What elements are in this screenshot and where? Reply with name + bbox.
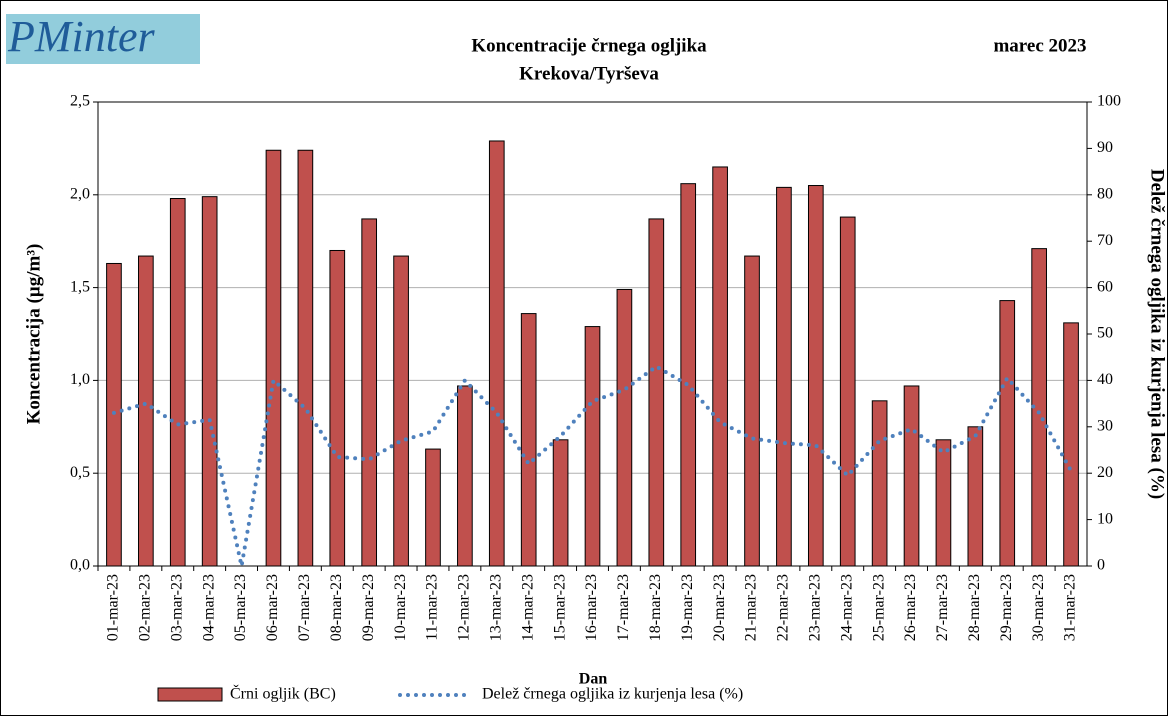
bar [680,183,697,567]
bar [552,439,569,567]
bar [265,149,282,567]
bar [169,198,186,567]
y2-tick-label: 10 [1097,510,1113,527]
y2-tick-label: 60 [1097,278,1113,295]
y-tick-label: 1,0 [70,371,90,388]
y2-tick-label: 20 [1097,464,1113,481]
bar [712,166,728,567]
bar [903,385,920,567]
x-tick-label: 07-mar-23 [296,574,313,641]
line [111,364,1074,567]
x-tick-label: 14-mar-23 [519,574,536,641]
x-tick-label: 11-mar-23 [424,574,441,641]
bar [776,186,792,567]
logo-box [6,14,200,64]
x-axis-label: Dan [579,671,608,688]
y2-tick-label: 40 [1097,371,1113,388]
x-tick-label: 28-mar-23 [966,574,983,641]
bar [520,313,537,567]
x-tick-label: 23-mar-23 [806,574,823,641]
bar [488,140,505,567]
legend-label: Črni ogljik (BC) [230,684,336,703]
bar [329,249,346,567]
x-tick-label: 16-mar-23 [583,574,600,641]
y2-tick-label: 30 [1097,417,1113,434]
x-tick-label: 17-mar-23 [615,574,632,641]
x-tick-label: 13-mar-23 [487,574,504,641]
bar [871,400,888,567]
x-tick-label: 10-mar-23 [392,574,409,641]
y-tick-label: 2,0 [70,185,90,202]
logo: PMinter [7,12,156,61]
bar [584,326,601,567]
y-tick-label: 2,5 [70,93,90,110]
x-tick-label: 03-mar-23 [168,574,185,641]
y2-axis-label: Delež črnega ogljika iz kurjenja lesa (%… [1147,169,1168,499]
bar [935,439,952,567]
x-tick-label: 31-mar-23 [1062,574,1079,641]
x-tick-label: 15-mar-23 [551,574,568,641]
bar [807,185,824,567]
y2-tick-label: 80 [1097,185,1113,202]
bar [361,218,378,567]
x-tick-label: 27-mar-23 [934,574,951,641]
bar [999,300,1016,567]
x-tick-label: 29-mar-23 [998,574,1015,641]
y2-tick-label: 50 [1097,325,1113,342]
bar [425,448,441,567]
y2-tick-label: 70 [1097,232,1113,249]
x-tick-label: 20-mar-23 [711,574,728,641]
x-tick-label: 04-mar-23 [200,574,217,641]
bar [967,426,984,567]
x-tick-label: 30-mar-23 [1030,574,1047,641]
x-tick-label: 08-mar-23 [328,574,345,641]
bar [393,255,409,567]
x-tick-label: 12-mar-23 [456,574,473,641]
bar [138,255,154,567]
x-tick-label: 05-mar-23 [232,574,249,641]
x-tick-label: 22-mar-23 [775,574,792,641]
chart-subtitle: Krekova/Tyrševa [519,63,659,84]
x-tick-label: 25-mar-23 [870,574,887,641]
bar [839,216,856,567]
bar [297,149,314,567]
bar [1063,322,1079,567]
legend-swatch-bar [157,687,223,702]
x-tick-label: 02-mar-23 [137,574,154,641]
y-tick-label: 0,5 [70,464,90,481]
y2-tick-label: 100 [1097,93,1121,110]
bar [201,196,218,567]
bar [648,218,665,567]
x-tick-label: 19-mar-23 [679,574,696,641]
x-tick-label: 26-mar-23 [902,574,919,641]
chart-title: Koncentracije črnega ogljika [471,35,707,56]
x-tick-label: 09-mar-23 [360,574,377,641]
bar [457,385,473,567]
y-tick-label: 0,0 [70,557,90,574]
x-tick-label: 01-mar-23 [105,574,122,641]
bar [744,255,760,567]
x-tick-label: 24-mar-23 [838,574,855,641]
legend-label: Delež črnega ogljika iz kurjenja lesa (%… [482,686,743,703]
x-tick-label: 18-mar-23 [647,574,664,641]
bar [616,288,633,567]
y-tick-label: 1,5 [70,278,90,295]
x-tick-label: 21-mar-23 [743,574,760,641]
period: marec 2023 [993,35,1086,56]
x-tick-label: 06-mar-23 [264,574,281,641]
y2-tick-label: 90 [1097,139,1113,156]
y-axis-label: Koncentracija (µg/m³) [23,244,44,425]
y2-tick-label: 0 [1097,557,1105,574]
